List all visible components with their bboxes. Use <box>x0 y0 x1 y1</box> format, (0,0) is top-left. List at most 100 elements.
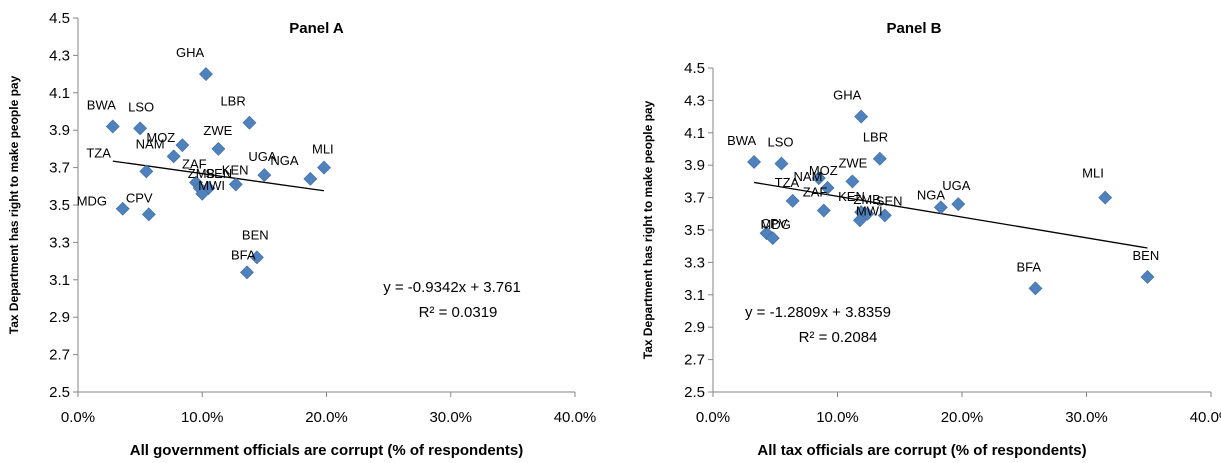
panel-b-point-nam <box>820 180 835 195</box>
panel-a-point-lbr <box>242 115 257 130</box>
panel-b-point-label-ken: KEN <box>838 189 865 204</box>
panel-b-y-tick-label: 4.3 <box>684 92 705 109</box>
panel-a-point-gha <box>199 67 213 82</box>
panel-b-point-label-bwa: BWA <box>727 133 756 148</box>
panel-b-point-label-ben: BEN <box>1133 248 1160 263</box>
panel-a-trendline <box>112 160 325 192</box>
panel-a-point-label-ben: BEN <box>242 227 269 242</box>
panel-a-point-label-moz: MOZ <box>146 130 175 145</box>
panel-a-x-axis-label: All government officials are corrupt (% … <box>130 442 523 459</box>
panel-a-point-label-lbr: LBR <box>220 94 245 109</box>
panel-a-chart: 2.5 2.7 2.9 3.1 3.3 3.5 3.7 3.9 4.1 4.3 4.5 0.0% 10.… <box>7 10 597 459</box>
panel-a-y-tick-label: 2.7 <box>49 347 70 364</box>
panel-b-point-label-moz: MOZ <box>809 163 838 178</box>
panel-b-y-tick-label: 3.7 <box>684 190 705 207</box>
panel-b-point-bfa <box>1028 281 1043 296</box>
panel-a-title: Panel A <box>289 20 344 37</box>
panel-b-point-mli <box>1098 190 1113 205</box>
panel-a-trend-equation: y = -0.9342x + 3.761 <box>383 279 521 296</box>
panel-b-trend-equation: y = -1.2809x + 3.8359 <box>745 304 891 321</box>
panel-b-point-label-zmb: ZMB <box>853 192 880 207</box>
panel-a-y-tick-label: 4.1 <box>49 85 70 102</box>
panel-b-point-uga <box>951 197 966 212</box>
panel-a-point-label-mli: MLI <box>312 142 334 157</box>
panel-a-y-tick-label: 4.3 <box>49 47 70 64</box>
panel-b-point-nga <box>933 200 948 215</box>
panel-a-point-mli <box>317 160 331 175</box>
panel-b-point-ben <box>1140 270 1155 284</box>
panel-b-point-label-cpv: CPV <box>761 216 788 231</box>
panel-a-r-squared: R² = 0.0319 <box>419 304 498 321</box>
panel-a-y-tick-label: 3.3 <box>49 234 70 251</box>
panel-b-point-label-tza: TZA <box>775 175 800 190</box>
panel-a-y-tick-label: 2.5 <box>49 384 70 401</box>
panel-b-chart: 2.5 2.7 2.9 3.1 3.3 3.5 3.7 3.9 4.1 4.3 4.5 0.0% 10.… <box>641 20 1221 459</box>
panel-a-point-tza <box>139 164 154 179</box>
panel-a-point-mdg <box>115 201 130 216</box>
panel-b-point-lbr <box>872 151 887 166</box>
panel-a-point-label-mdg: MDG <box>77 194 107 209</box>
panel-b-point-tza <box>785 193 800 208</box>
panel-a-point-bfa <box>240 265 254 280</box>
panel-b-point-label-gha: GHA <box>833 88 862 103</box>
panel-b-point-label-uga: UGA <box>942 178 971 193</box>
panel-a-x-tick-label: 40.0% <box>554 409 597 426</box>
panel-b-point-cpv <box>765 231 780 246</box>
panel-b-point-label-zaf: ZAF <box>803 185 828 200</box>
panel-a-y-axis-label: Tax Department has right to make people … <box>7 75 21 334</box>
panel-a-point-zwe <box>211 141 226 156</box>
panel-b-x-tick-label: 40.0% <box>1190 409 1221 426</box>
panel-a-point-nga <box>303 171 318 186</box>
panel-b-point-label-zwe: ZWE <box>838 155 867 170</box>
panel-b-point-zmb <box>860 206 875 221</box>
panel-a-point-label-gha: GHA <box>176 45 205 60</box>
panel-a-x-tick-label: 30.0% <box>429 409 472 426</box>
panel-a-point-lso <box>133 121 148 136</box>
panel-b-point-zwe <box>845 174 860 189</box>
panel-b-y-tick-label: 2.5 <box>684 384 705 401</box>
panel-b-point-label-nam: NAM <box>794 169 823 184</box>
panel-a-point-ken <box>228 177 243 192</box>
panel-a-y-tick-label: 3.5 <box>49 197 70 214</box>
panel-b-point-label-lso: LSO <box>767 135 793 150</box>
panel-a-y-tick-label: 3.1 <box>49 272 70 289</box>
panel-a-x-tick-label: 10.0% <box>181 409 224 426</box>
panel-b-y-axis-label: Tax Department has right to make people … <box>641 100 655 359</box>
panel-b-x-tick-label: 20.0% <box>941 409 984 426</box>
panel-b-point-label-sen: SEN <box>876 193 903 208</box>
panel-b-point-label-bfa: BFA <box>1016 259 1041 274</box>
panel-b-y-tick-label: 2.7 <box>684 352 705 369</box>
panel-b-x-tick-label: 30.0% <box>1065 409 1108 426</box>
panel-b-point-lso <box>774 156 789 171</box>
panel-b-x-tick-label: 0.0% <box>696 409 730 426</box>
panel-b-x-tick-label: 10.0% <box>816 409 859 426</box>
panel-b-point-moz <box>811 171 826 186</box>
panel-a-point-label-zwe: ZWE <box>203 123 232 138</box>
panel-a-point-ben <box>249 250 264 265</box>
panel-b-point-gha <box>854 109 869 124</box>
panel-b-r-squared: R² = 0.2084 <box>799 329 878 346</box>
panel-b-y-tick-label: 3.3 <box>684 254 705 271</box>
panel-a-point-label-lso: LSO <box>128 99 154 114</box>
panel-b-point-label-mdg: MDG <box>761 217 791 232</box>
panel-b-point-label-lbr: LBR <box>863 130 888 145</box>
panel-b-y-tick-label: 3.1 <box>684 287 705 304</box>
panel-a-point-label-zmb: ZMB <box>188 166 215 181</box>
panel-b-point-zaf <box>816 203 831 218</box>
panel-a-point-label-nga: NGA <box>270 153 299 168</box>
panel-a-y-tick-label: 2.9 <box>49 309 70 326</box>
panel-a-y-tick-label: 3.9 <box>49 122 70 139</box>
panel-a-point-bwa <box>105 119 120 134</box>
panel-b-point-bwa <box>747 155 762 169</box>
panel-a-point-cpv <box>141 207 156 222</box>
panel-a-point-label-tza: TZA <box>86 145 111 160</box>
panel-a-point-label-zaf: ZAF <box>182 157 207 172</box>
panel-a-x-tick-label: 20.0% <box>305 409 348 426</box>
panel-b-point-label-mli: MLI <box>1082 166 1104 181</box>
panel-b-point-sen <box>877 208 892 223</box>
panel-a-point-uga <box>257 168 272 183</box>
panel-b-point-mwi <box>852 213 867 228</box>
panel-a-y-tick-label: 3.7 <box>49 160 70 177</box>
panel-b-point-label-nga: NGA <box>917 187 946 202</box>
panel-b-point-label-mwi: MWI <box>856 203 883 218</box>
